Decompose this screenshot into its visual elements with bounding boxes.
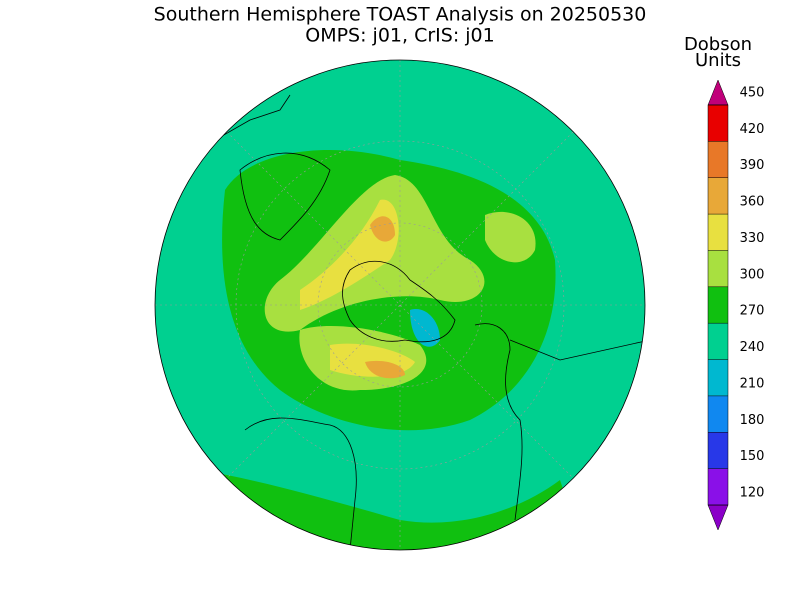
colorbar-segment [708, 395, 728, 433]
colorbar-tick-label: 300 [740, 267, 765, 282]
colorbar-tick-label: 420 [740, 122, 765, 137]
colorbar-segment [708, 214, 728, 251]
colorbar: 120 150 180 210 240 270 300 330 360 390 420 450 [707, 79, 765, 531]
colorbar-title: Dobson [684, 34, 752, 55]
colorbar-over [707, 79, 729, 106]
colorbar-tick-label: 390 [740, 158, 765, 173]
colorbar-segment [708, 468, 728, 505]
colorbar-tick-label: 150 [740, 449, 765, 464]
colorbar-segment [708, 359, 728, 396]
colorbar-tick-label: 270 [740, 304, 765, 319]
colorbar-segment [708, 432, 728, 469]
map-border [154, 59, 646, 551]
colorbar-segment [708, 323, 728, 360]
colorbar-tick-label: 180 [740, 413, 765, 428]
colorbar-tick-label: 450 [740, 86, 765, 101]
colorbar-segment [708, 105, 728, 142]
colorbar-segment [708, 141, 728, 178]
colorbar-segment [708, 286, 728, 324]
map [155, 60, 645, 550]
colorbar-segment [708, 250, 728, 287]
colorbar-tick-label: 120 [740, 486, 765, 501]
colorbar-tick-label: 360 [740, 195, 765, 210]
colorbar-tick-label: 240 [740, 340, 765, 355]
colorbar-under [707, 504, 729, 531]
colorbar-segment [708, 177, 728, 215]
subtitle: OMPS: j01, CrIS: j01 [305, 25, 494, 47]
colorbar-tick-label: 330 [740, 231, 765, 246]
colorbar-title: Units [695, 50, 741, 71]
colorbar-tick-label: 210 [740, 376, 765, 391]
title: Southern Hemisphere TOAST Analysis on 20… [154, 4, 647, 26]
